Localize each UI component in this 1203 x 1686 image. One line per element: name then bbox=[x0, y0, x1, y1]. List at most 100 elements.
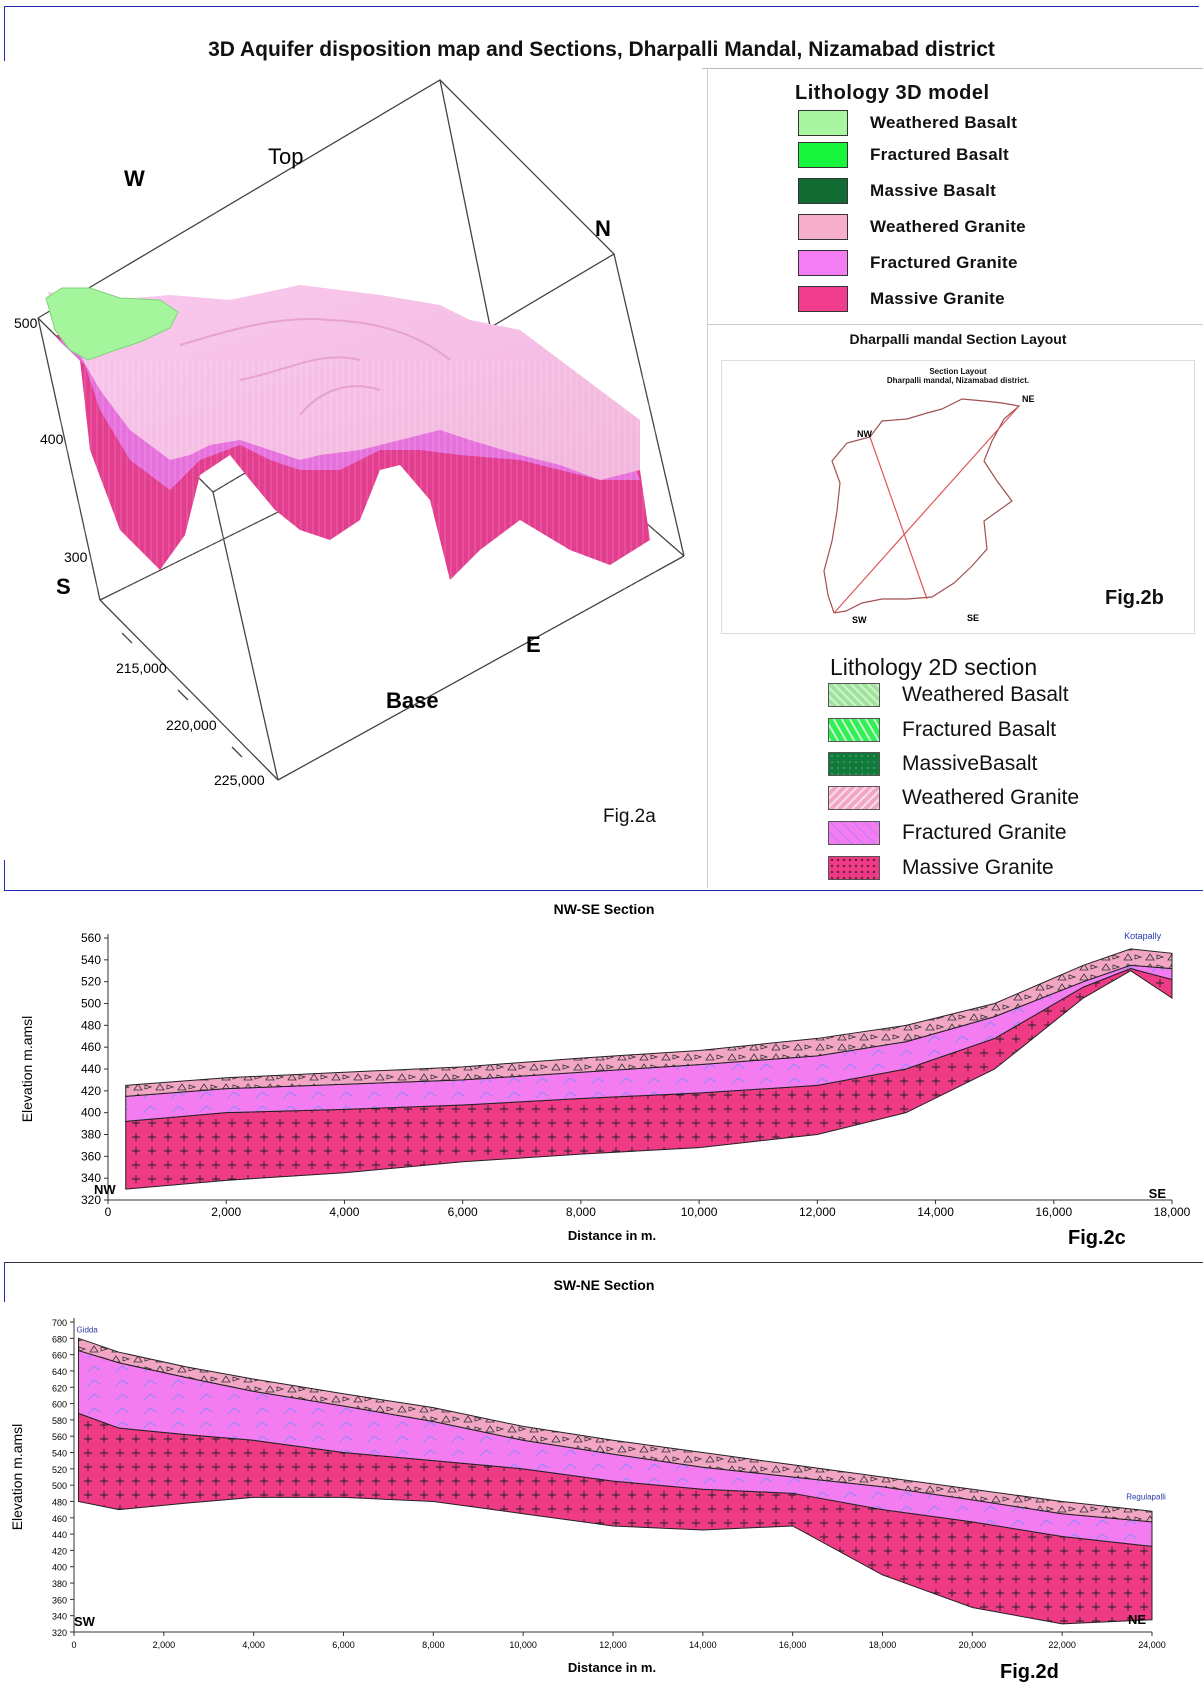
place-label-kotapally: Kotapally bbox=[1124, 931, 1162, 941]
y-tick-label: 480 bbox=[81, 1018, 101, 1032]
legend3d-side bbox=[707, 68, 708, 888]
x-tick-label: 22,000 bbox=[1048, 1640, 1076, 1650]
y-tick-label: 500 bbox=[81, 997, 101, 1011]
dir-base-label: Base bbox=[386, 688, 439, 713]
legend3d-item: Fractured Basalt bbox=[798, 142, 1009, 168]
end-label-right: SE bbox=[1149, 1186, 1167, 1201]
easting-tick-215000: 215,000 bbox=[116, 660, 167, 676]
stripe-overlay bbox=[60, 360, 660, 590]
x-tick-label: 2,000 bbox=[211, 1205, 241, 1219]
y-tick-label: 320 bbox=[52, 1628, 67, 1638]
y-tick-label: 620 bbox=[52, 1383, 67, 1393]
x-tick-label: 8,000 bbox=[566, 1205, 596, 1219]
legend3d-item: Weathered Basalt bbox=[798, 110, 1017, 136]
x-tick-label: 18,000 bbox=[869, 1640, 897, 1650]
point-nw: NW bbox=[857, 429, 872, 439]
legend3d-label: Massive Granite bbox=[870, 289, 1005, 308]
legend3d-item: Massive Basalt bbox=[798, 178, 996, 204]
top-border bbox=[4, 6, 1199, 7]
y-tick-label: 360 bbox=[81, 1149, 101, 1163]
y-tick-label: 500 bbox=[52, 1481, 67, 1491]
dir-w-label: W bbox=[124, 166, 145, 191]
legend2d-label: MassiveBasalt bbox=[902, 752, 1038, 775]
x-tick-label: 10,000 bbox=[509, 1640, 537, 1650]
y-tick-label: 460 bbox=[81, 1040, 101, 1054]
x-tick-label: 20,000 bbox=[959, 1640, 987, 1650]
fig2a-label: Fig.2a bbox=[603, 806, 656, 827]
easting-tick-225000: 225,000 bbox=[214, 772, 265, 788]
legend3d-label: Fractured Basalt bbox=[870, 145, 1009, 164]
point-ne: NE bbox=[1022, 394, 1035, 404]
legend2d-title: Lithology 2D section bbox=[830, 654, 1038, 680]
mandal-outline-map: NE NW SW SE bbox=[823, 394, 1035, 625]
legend2d-label: Massive Granite bbox=[902, 856, 1054, 879]
nw-se-section-chart: 560 540 520 500 480 460 440 420 400 380 360 340 320 0… bbox=[19, 901, 1191, 1249]
x-tick-label: 4,000 bbox=[329, 1205, 359, 1219]
elev-tick-500: 500 bbox=[14, 315, 38, 331]
x-axis-label: Distance in m. bbox=[568, 1660, 656, 1675]
end-label-left: SW bbox=[74, 1614, 96, 1629]
y-tick-label: 540 bbox=[81, 953, 101, 967]
left-border-top bbox=[4, 6, 5, 61]
x-tick-label: 4,000 bbox=[242, 1640, 265, 1650]
layout-inner-title-2: Dharpalli mandal, Nizamabad district. bbox=[886, 376, 1030, 385]
x-axis-label: Distance in m. bbox=[568, 1228, 656, 1243]
y-tick-label: 380 bbox=[52, 1579, 67, 1589]
y-tick-label: 400 bbox=[52, 1563, 67, 1573]
fig2a-3d-model: Top W N S E Base 500 400 300 215,000 220… bbox=[14, 79, 685, 788]
legend3d-frame bbox=[702, 68, 1203, 69]
legend3d-label: Weathered Basalt bbox=[870, 113, 1018, 132]
y-tick-label: 600 bbox=[52, 1400, 67, 1410]
legend2d-label: Fractured Basalt bbox=[902, 718, 1057, 741]
legend2d-item: Fractured Basalt bbox=[828, 718, 1056, 742]
y-tick-label: 400 bbox=[81, 1106, 101, 1120]
x-tick-label: 2,000 bbox=[153, 1640, 176, 1650]
fig2b-label: Fig.2b bbox=[1105, 587, 1164, 609]
legend3d-swatch bbox=[798, 178, 848, 204]
legend2d-swatch bbox=[828, 856, 880, 880]
end-label-right: NE bbox=[1128, 1612, 1146, 1627]
legend2d-item: Massive Granite bbox=[828, 856, 1054, 880]
legend3d-label: Weathered Granite bbox=[870, 217, 1026, 236]
legend3d-item: Massive Granite bbox=[798, 286, 1005, 312]
x-tick-label: 0 bbox=[71, 1640, 76, 1650]
legend3d-swatch bbox=[798, 286, 848, 312]
end-label-left: NW bbox=[94, 1182, 116, 1197]
y-tick-label: 320 bbox=[81, 1193, 101, 1207]
y-tick-label: 640 bbox=[52, 1367, 67, 1377]
y-tick-label: 340 bbox=[81, 1171, 101, 1185]
x-tick-label: 14,000 bbox=[917, 1205, 954, 1219]
section-divider-2 bbox=[4, 1262, 1203, 1263]
section-divider-1b bbox=[4, 860, 5, 890]
section-divider-2b bbox=[4, 1262, 5, 1302]
legend2d-label: Weathered Basalt bbox=[902, 683, 1069, 706]
y-tick-label: 680 bbox=[52, 1334, 67, 1344]
elev-tick-300: 300 bbox=[64, 549, 88, 565]
legend2d-item: Weathered Granite bbox=[828, 786, 1079, 810]
dir-top-label: Top bbox=[268, 144, 303, 169]
legend2d-item: Fractured Granite bbox=[828, 821, 1067, 845]
y-tick-label: 380 bbox=[81, 1128, 101, 1142]
layout-heading: Dharpalli mandal Section Layout bbox=[849, 331, 1067, 347]
y-tick-label: 340 bbox=[52, 1612, 67, 1622]
x-tick-label: 24,000 bbox=[1138, 1640, 1166, 1650]
section-line-sw-ne bbox=[833, 405, 1020, 614]
dir-s-label: S bbox=[56, 574, 71, 599]
legend2d-swatch bbox=[828, 718, 880, 742]
legend2d-item: Weathered Basalt bbox=[828, 683, 1069, 707]
weathered-granite-layer bbox=[77, 1337, 1153, 1523]
legend3d-swatch bbox=[798, 110, 848, 136]
sw-ne-section-chart: 700 680 660 640 620 600 580 560 540 520 500 480 460 4… bbox=[9, 1277, 1166, 1683]
y-tick-label: 520 bbox=[52, 1465, 67, 1475]
x-tick-label: 12,000 bbox=[599, 1640, 627, 1650]
legend2d-label: Fractured Granite bbox=[902, 821, 1067, 844]
x-tick-label: 8,000 bbox=[422, 1640, 445, 1650]
fig-label: Fig.2d bbox=[1000, 1661, 1059, 1683]
layout-divider bbox=[708, 324, 1203, 325]
x-tick-label: 16,000 bbox=[1035, 1205, 1072, 1219]
section-divider-1 bbox=[4, 890, 1203, 891]
dir-e-label: E bbox=[526, 632, 541, 657]
x-tick-label: 6,000 bbox=[332, 1640, 355, 1650]
legend2d-swatch bbox=[828, 786, 880, 810]
legend2d-swatch bbox=[828, 683, 880, 707]
